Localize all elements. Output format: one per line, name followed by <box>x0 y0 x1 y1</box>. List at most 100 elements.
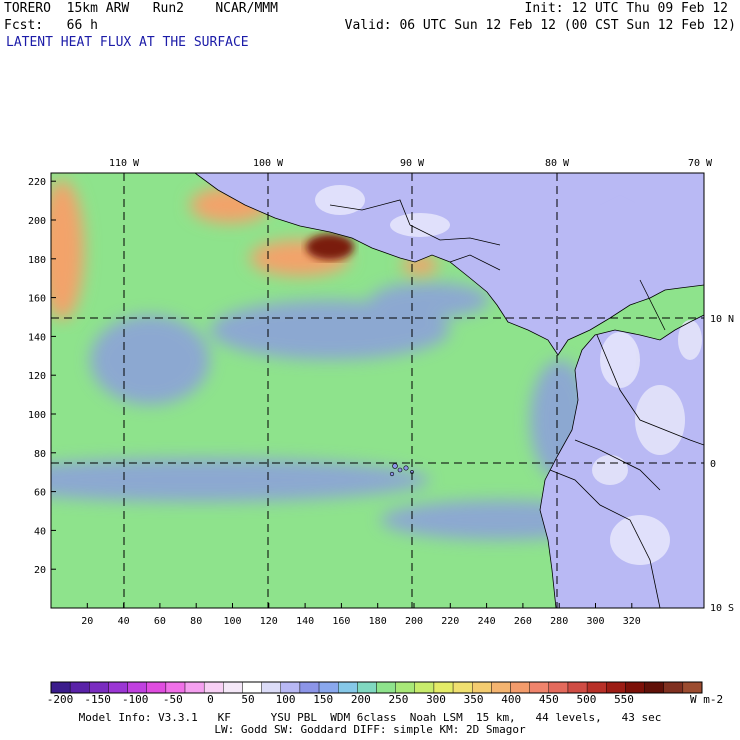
y-tick-label: 60 <box>34 488 46 499</box>
x-grid-ticks: 20 40 60 80 100 120 140 160 180 200 220 240 260 280 30… <box>81 603 641 627</box>
y-tick-label: 220 <box>28 177 46 188</box>
colorbar-swatch <box>261 681 281 694</box>
colorbar-swatch <box>376 681 396 694</box>
graticule-labels: 110 W 100 W 90 W 80 W 70 W 10 N 0 10 S <box>109 158 734 614</box>
extreme-flux-core <box>306 234 354 260</box>
colorbar-swatch <box>395 681 415 694</box>
header-title: TORERO 15km ARW Run2 NCAR/MMM <box>4 1 278 16</box>
colorbar-swatch <box>644 681 664 694</box>
colorbar-swatch <box>472 681 492 694</box>
colorbar-swatch <box>433 681 454 694</box>
colorbar-swatch <box>280 681 301 694</box>
colorbar-label: 150 <box>313 693 333 706</box>
colorbar-label: -100 <box>122 693 149 706</box>
colorbar-swatch <box>357 681 377 694</box>
y-tick-label: 20 <box>34 565 46 576</box>
colorbar-swatch <box>491 681 511 694</box>
forecast-hour: Fcst: 66 h <box>4 18 98 33</box>
y-grid-ticks: 220 200 180 160 140 120 100 80 60 40 20 <box>28 177 56 576</box>
valid-time: Valid: 06 UTC Sun 12 Feb 12 (00 CST Sun … <box>344 18 736 33</box>
field-title: LATENT HEAT FLUX AT THE SURFACE <box>6 35 249 50</box>
lat-label: 0 <box>710 459 716 470</box>
y-tick-label: 140 <box>28 332 46 343</box>
x-tick-label: 160 <box>332 616 350 627</box>
y-tick-label: 200 <box>28 216 46 227</box>
colorbar-label: 500 <box>576 693 596 706</box>
colorbar-swatch <box>165 681 186 694</box>
colorbar-label: 100 <box>276 693 296 706</box>
colorbar-swatch <box>452 681 473 694</box>
lon-label: 80 W <box>545 158 570 169</box>
colorbar-label: -50 <box>163 693 183 706</box>
colorbar-swatch <box>89 681 109 694</box>
y-tick-label: 40 <box>34 526 46 537</box>
colorbar-swatch <box>682 681 703 694</box>
lat-label: 10 N <box>710 314 734 325</box>
colorbar-swatch <box>146 681 167 694</box>
colorbar-swatch <box>567 681 588 694</box>
colorbar-swatch <box>529 681 550 694</box>
model-physics: LW: Godd SW: Goddard DIFF: simple KM: 2D… <box>214 723 526 736</box>
y-tick-label: 80 <box>34 449 46 460</box>
x-tick-label: 40 <box>118 616 130 627</box>
colorbar-swatch <box>586 681 607 694</box>
colorbar-swatch <box>510 681 530 694</box>
y-tick-label: 180 <box>28 255 46 266</box>
colorbar-swatch <box>69 681 90 694</box>
colorbar-label: -200 <box>47 693 74 706</box>
colorbar-label: 300 <box>426 693 446 706</box>
y-tick-label: 100 <box>28 410 46 421</box>
colorbar-swatch <box>184 681 205 694</box>
colorbar-label: -150 <box>84 693 111 706</box>
x-tick-label: 200 <box>405 616 423 627</box>
colorbar-swatch <box>203 681 224 694</box>
lon-label: 70 W <box>688 158 713 169</box>
country-borders <box>194 173 704 608</box>
colorbar-swatch <box>108 681 128 694</box>
colorbar-swatch <box>338 681 358 694</box>
lat-label: 10 S <box>710 603 734 614</box>
colorbar-swatch <box>223 681 243 694</box>
x-tick-label: 180 <box>369 616 387 627</box>
lon-label: 90 W <box>400 158 425 169</box>
colorbar-swatch <box>625 681 645 694</box>
y-tick-label: 160 <box>28 294 46 305</box>
colorbar-swatch <box>548 681 569 694</box>
x-tick-label: 220 <box>441 616 459 627</box>
x-tick-label: 300 <box>586 616 604 627</box>
colorbar-label: 0 <box>207 693 214 706</box>
colorbar-swatch <box>414 681 435 694</box>
colorbar-label: 550 <box>614 693 634 706</box>
x-tick-label: 80 <box>190 616 202 627</box>
x-tick-label: 60 <box>154 616 166 627</box>
colorbar-swatch <box>127 681 147 694</box>
colorbar-label: 450 <box>539 693 559 706</box>
graticule <box>51 173 704 608</box>
y-tick-label: 120 <box>28 371 46 382</box>
x-tick-label: 140 <box>296 616 314 627</box>
colorbar-label: 50 <box>241 693 254 706</box>
x-tick-label: 280 <box>550 616 568 627</box>
colorbar-swatch <box>318 681 339 694</box>
map-field <box>51 173 704 608</box>
x-tick-label: 260 <box>514 616 532 627</box>
land-light-patches <box>315 185 702 565</box>
colorbar-swatch <box>242 681 262 694</box>
x-tick-label: 100 <box>223 616 241 627</box>
colorbar-label: 350 <box>464 693 484 706</box>
colorbar-swatch <box>606 681 626 694</box>
colorbar-outline <box>50 681 703 694</box>
init-time: Init: 12 UTC Thu 09 Feb 12 <box>524 1 729 16</box>
colorbar-unit: W m-2 <box>690 693 723 706</box>
colorbar-swatch <box>299 681 320 694</box>
colorbar-swatch <box>50 681 71 694</box>
colorbar-label: 250 <box>388 693 408 706</box>
x-tick-label: 240 <box>478 616 496 627</box>
colorbar-labels: -200 -150 -100 -50 0 50 100 150 200 250 300 350 400 4… <box>47 693 634 706</box>
colorbar-label: 200 <box>351 693 371 706</box>
colorbar-swatch <box>663 681 684 694</box>
x-tick-label: 120 <box>260 616 278 627</box>
colorbar-label: 400 <box>501 693 521 706</box>
colorbar <box>50 681 703 694</box>
